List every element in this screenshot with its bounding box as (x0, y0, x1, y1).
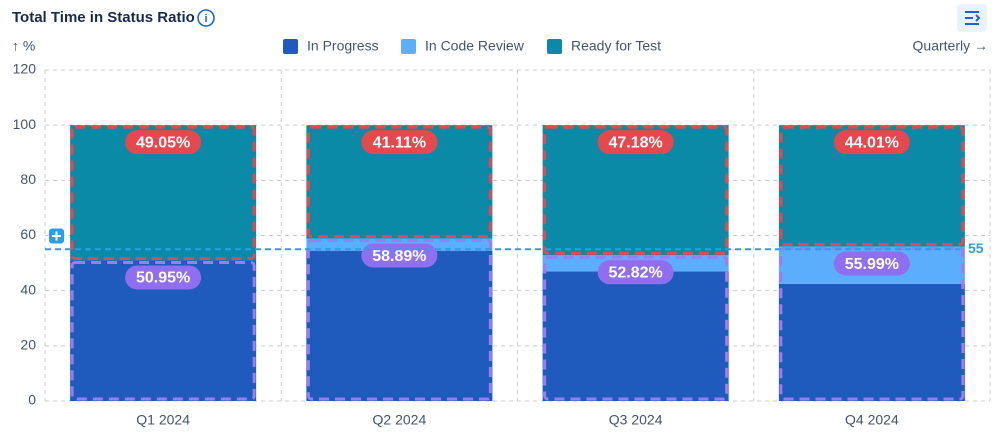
group-outline (306, 239, 492, 401)
x-tick-label: Q3 2024 (609, 412, 663, 428)
label-pill (361, 130, 438, 155)
x-tick-label: Q1 2024 (136, 412, 190, 428)
bar-segment (306, 250, 493, 401)
label-pill (125, 265, 202, 290)
data-label: 49.05% (136, 134, 190, 151)
label-pill (125, 130, 202, 155)
legend-label: In Progress (307, 38, 379, 54)
legend-label: Ready for Test (571, 38, 661, 54)
label-pill (833, 251, 910, 276)
group-outline (543, 125, 729, 255)
label-pill (833, 130, 910, 155)
bar-segment (778, 283, 965, 401)
reference-label: 55 (968, 240, 984, 256)
y-axis-label: ↑ % (12, 38, 35, 54)
y-tick-label: 0 (28, 392, 36, 408)
bar-segment (542, 271, 729, 401)
y-tick-label: 120 (13, 61, 37, 77)
add-icon (52, 231, 61, 241)
legend-swatch (547, 39, 562, 54)
y-tick-label: 60 (20, 226, 36, 242)
group-outline (70, 260, 256, 401)
data-label: 44.01% (845, 134, 899, 151)
data-label: 41.11% (373, 134, 426, 151)
info-icon-glyph: i (204, 13, 207, 25)
toggle-icon (965, 11, 981, 25)
data-label: 52.82% (608, 265, 662, 282)
data-label: 50.95% (136, 270, 190, 287)
group-outline (779, 247, 965, 401)
y-tick-label: 20 (20, 337, 36, 353)
legend-swatch (283, 39, 298, 54)
data-label: 47.18% (608, 134, 662, 151)
period-selector[interactable]: Quarterly → (913, 38, 988, 54)
group-outline (306, 125, 492, 239)
legend-label: In Code Review (425, 38, 525, 54)
group-outline (543, 255, 729, 401)
y-tick-label: 100 (13, 116, 37, 132)
group-outline (779, 125, 965, 247)
y-tick-label: 40 (20, 281, 36, 297)
group-outline (70, 125, 256, 260)
x-tick-label: Q4 2024 (845, 412, 899, 428)
data-label: 55.99% (845, 256, 899, 273)
info-icon[interactable] (197, 9, 215, 27)
data-label: 58.89% (372, 248, 426, 265)
legend-swatch (401, 39, 416, 54)
label-pill (597, 130, 674, 155)
chart-title: Total Time in Status Ratio (12, 9, 195, 26)
label-pill (597, 260, 674, 285)
x-tick-label: Q2 2024 (373, 412, 427, 428)
y-tick-label: 80 (20, 171, 36, 187)
